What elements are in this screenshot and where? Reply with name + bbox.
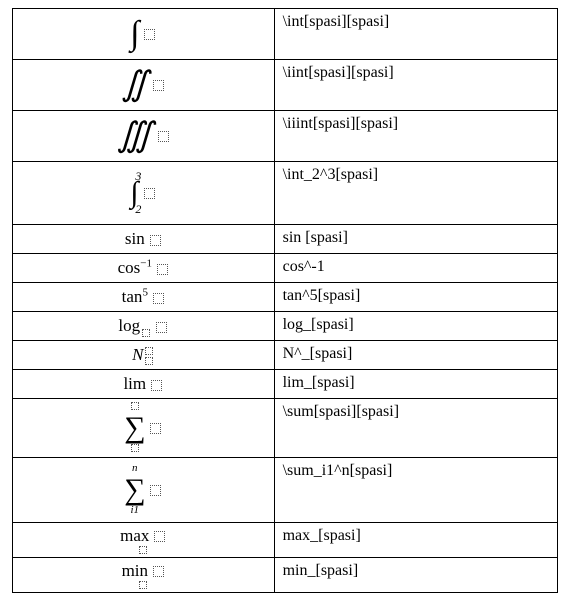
code-text: lim_[spasi] (283, 374, 355, 391)
fn-exponent: 5 (142, 287, 148, 299)
code-text: \int[spasi][spasi] (283, 13, 390, 30)
placeholder-box (156, 322, 167, 333)
sigma-icon: ∑ (124, 475, 145, 505)
table-container: ∫ \int[spasi][spasi] ∬ \iint[spasi][spas… (0, 0, 570, 605)
integral-icon: ∫ (130, 17, 139, 51)
symbol-cell-sum-limits: n ∑ i1 (13, 458, 275, 523)
fn-label: sin (125, 229, 145, 248)
placeholder-upper (131, 402, 139, 410)
table-row: n ∑ i1 \sum_i1^n[spasi] (13, 458, 558, 523)
symbol-cell-max: max (13, 523, 275, 558)
code-cell: \int[spasi][spasi] (274, 9, 557, 60)
symbol-cell-N: N (13, 341, 275, 370)
placeholder-box (150, 423, 161, 434)
fn-label: min (122, 561, 148, 580)
symbol-cell-min: min (13, 558, 275, 593)
table-row: ∑ \sum[spasi][spasi] (13, 399, 558, 458)
sigma-icon: ∑ (124, 413, 145, 443)
double-integral-icon: ∬ (121, 68, 148, 102)
symbol-cell-iiint: ∭ (13, 111, 275, 162)
table-row: lim lim_[spasi] (13, 370, 558, 399)
table-row: ∫ 3 2 \int_2^3[spasi] (13, 162, 558, 225)
sum-lower: i1 (131, 505, 140, 517)
code-text: \sum_i1^n[spasi] (283, 462, 393, 479)
code-text: \int_2^3[spasi] (283, 166, 379, 183)
placeholder-box (150, 485, 161, 496)
table-row: min min_[spasi] (13, 558, 558, 593)
code-cell: min_[spasi] (274, 558, 557, 593)
symbol-cell-cos: cos−1 (13, 254, 275, 283)
var-label: N (132, 345, 143, 364)
code-text: sin [spasi] (283, 229, 348, 246)
code-cell: lim_[spasi] (274, 370, 557, 399)
code-cell: cos^-1 (274, 254, 557, 283)
fn-label: cos (118, 258, 141, 277)
placeholder-sup (145, 347, 153, 355)
code-cell: log_[spasi] (274, 312, 557, 341)
placeholder-box (153, 566, 164, 577)
symbol-cell-tan: tan5 (13, 283, 275, 312)
placeholder-sub (145, 357, 153, 365)
code-cell: tan^5[spasi] (274, 283, 557, 312)
placeholder-sub (139, 546, 147, 554)
table-row: cos−1 cos^-1 (13, 254, 558, 283)
placeholder-box (154, 531, 165, 542)
code-cell: \iiint[spasi][spasi] (274, 111, 557, 162)
fn-label: lim (123, 374, 146, 393)
placeholder-box (144, 188, 155, 199)
code-cell: \int_2^3[spasi] (274, 162, 557, 225)
fn-label: tan (122, 287, 143, 306)
code-text: \sum[spasi][spasi] (283, 403, 399, 420)
symbol-cell-sum: ∑ (13, 399, 275, 458)
integral-lower: 2 (135, 202, 141, 217)
code-cell: \sum_i1^n[spasi] (274, 458, 557, 523)
code-cell: N^_[spasi] (274, 341, 557, 370)
integral-upper: 3 (135, 169, 141, 184)
placeholder-box (158, 131, 169, 142)
fn-exponent: −1 (140, 258, 152, 270)
code-text: \iiint[spasi][spasi] (283, 115, 399, 132)
code-text: cos^-1 (283, 258, 325, 275)
code-text: N^_[spasi] (283, 345, 353, 362)
table-row: N N^_[spasi] (13, 341, 558, 370)
fn-label: log (118, 316, 140, 335)
symbol-cell-int: ∫ (13, 9, 275, 60)
placeholder-sub (142, 329, 150, 337)
table-row: sin sin [spasi] (13, 225, 558, 254)
code-text: min_[spasi] (283, 562, 359, 579)
symbol-cell-log: log (13, 312, 275, 341)
code-text: tan^5[spasi] (283, 287, 361, 304)
code-cell: \sum[spasi][spasi] (274, 399, 557, 458)
table-row: ∭ \iiint[spasi][spasi] (13, 111, 558, 162)
placeholder-box (150, 235, 161, 246)
symbol-cell-lim: lim (13, 370, 275, 399)
symbol-cell-defint: ∫ 3 2 (13, 162, 275, 225)
code-text: \iint[spasi][spasi] (283, 64, 394, 81)
fn-label: max (120, 526, 149, 545)
code-cell: \iint[spasi][spasi] (274, 60, 557, 111)
placeholder-box (151, 380, 162, 391)
placeholder-box (153, 80, 164, 91)
placeholder-sub (139, 581, 147, 589)
placeholder-lower (131, 444, 139, 452)
placeholder-box (157, 264, 168, 275)
code-cell: sin [spasi] (274, 225, 557, 254)
code-text: max_[spasi] (283, 527, 361, 544)
placeholder-box (153, 293, 164, 304)
symbol-cell-sin: sin (13, 225, 275, 254)
symbol-cell-iint: ∬ (13, 60, 275, 111)
table-row: tan5 tan^5[spasi] (13, 283, 558, 312)
code-cell: max_[spasi] (274, 523, 557, 558)
table-row: log log_[spasi] (13, 312, 558, 341)
triple-integral-icon: ∭ (117, 119, 153, 153)
placeholder-box (144, 29, 155, 40)
table-row: ∬ \iint[spasi][spasi] (13, 60, 558, 111)
code-text: log_[spasi] (283, 316, 354, 333)
table-row: max max_[spasi] (13, 523, 558, 558)
latex-table: ∫ \int[spasi][spasi] ∬ \iint[spasi][spas… (12, 8, 558, 593)
table-row: ∫ \int[spasi][spasi] (13, 9, 558, 60)
